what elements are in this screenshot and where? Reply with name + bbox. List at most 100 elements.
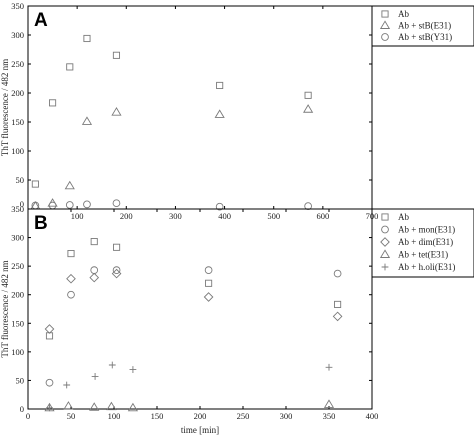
y-tick-label: 300	[11, 233, 24, 243]
data-point	[48, 201, 57, 210]
y-tick-label: 350	[11, 1, 24, 11]
plot-frame	[27, 208, 373, 410]
legend-label: Ab + tet(E31)	[398, 250, 448, 260]
legend-marker	[381, 10, 389, 18]
panel-label: A	[34, 10, 48, 31]
y-axis-label: ThT fluorescence / 482 nm	[0, 260, 10, 357]
x-tick-label: 500	[267, 211, 280, 221]
data-point	[66, 63, 74, 71]
y-tick-label: 150	[11, 318, 24, 328]
plot-frame	[27, 5, 373, 210]
legend-marker	[381, 225, 389, 234]
y-tick-label: 250	[11, 59, 24, 69]
x-tick-label: 300	[280, 411, 293, 421]
data-point	[108, 361, 116, 369]
data-point	[112, 51, 121, 59]
data-point	[45, 378, 54, 387]
y-tick-label: 200	[11, 88, 24, 98]
data-point	[333, 269, 342, 278]
data-point	[325, 363, 333, 371]
data-point	[66, 273, 76, 284]
x-tick-label: 250	[237, 411, 250, 421]
y-tick-label: 100	[11, 146, 24, 156]
y-tick-label: 150	[11, 117, 24, 127]
x-tick-label: 600	[316, 211, 329, 221]
data-point	[106, 401, 117, 411]
x-tick-label: 300	[169, 211, 182, 221]
data-point	[214, 109, 225, 118]
legend-label: Ab + dim(E31)	[398, 237, 453, 247]
data-point	[113, 243, 121, 251]
data-point	[334, 300, 342, 308]
legend-marker	[381, 263, 389, 271]
legend-label: Ab + h.oli(E31)	[398, 262, 455, 272]
data-point	[90, 266, 99, 274]
data-point	[332, 311, 343, 322]
data-point	[44, 324, 55, 334]
legend-marker	[379, 249, 391, 258]
y-axis-label: ThT fluorescence / 482 nm	[0, 59, 10, 156]
data-point	[323, 399, 335, 408]
panel-label: B	[34, 213, 48, 234]
data-point	[89, 402, 100, 411]
x-tick-label: 100	[71, 211, 84, 221]
data-point	[203, 292, 214, 302]
x-tick-label: 400	[366, 411, 379, 421]
legend-box	[371, 5, 474, 47]
data-point	[31, 180, 39, 188]
y-tick-label: 250	[11, 261, 24, 271]
data-point	[129, 366, 137, 373]
data-point	[111, 107, 122, 116]
data-point	[304, 91, 312, 99]
y-tick-label: 350	[11, 204, 24, 214]
x-axis-label: time [min]	[181, 425, 219, 435]
data-point	[216, 81, 224, 90]
y-tick-label: 200	[11, 290, 24, 300]
x-tick-label: 400	[218, 211, 231, 221]
data-point	[46, 404, 53, 412]
legend-marker	[379, 20, 391, 29]
data-point	[49, 99, 57, 107]
x-tick-label: 0	[26, 411, 30, 421]
y-tick-label: 50	[16, 375, 25, 385]
data-point	[81, 116, 93, 125]
data-point	[303, 104, 314, 113]
data-point	[205, 279, 213, 287]
data-point	[112, 266, 121, 274]
legend-box	[371, 208, 474, 278]
data-point	[304, 202, 312, 210]
y-tick-label: 100	[11, 347, 24, 357]
data-point	[63, 381, 71, 389]
legend-label: Ab + mon(E31)	[398, 225, 455, 235]
data-point	[89, 272, 100, 283]
x-tick-label: 150	[151, 411, 164, 421]
data-point	[63, 401, 74, 410]
data-point	[111, 268, 122, 279]
data-point	[64, 180, 75, 190]
data-point	[91, 373, 99, 380]
data-point	[90, 238, 98, 246]
y-tick-label: 50	[16, 175, 25, 185]
x-tick-label: 200	[120, 211, 133, 221]
legend-marker	[381, 33, 389, 41]
y-tick-label: 0	[20, 199, 24, 209]
legend-marker	[381, 213, 389, 221]
data-point	[127, 402, 139, 412]
legend-label: Ab	[398, 9, 409, 19]
panel-b: 0 50 100 150 200 250 300 350 0 50 100 150 200 250 300 3…	[0, 204, 474, 435]
legend-label: Ab + stB(Y31)	[398, 32, 452, 42]
legend-label: Ab	[398, 212, 409, 222]
y-tick-label: 0	[20, 404, 24, 414]
data-point	[112, 199, 121, 208]
x-tick-label: 350	[323, 411, 336, 421]
y-tick-label: 300	[11, 30, 24, 40]
data-point	[83, 200, 91, 209]
data-point	[67, 250, 75, 258]
data-point	[83, 34, 91, 43]
data-point	[65, 201, 74, 209]
x-tick-label: 100	[108, 411, 121, 421]
legend-marker	[380, 237, 390, 247]
legend-label: Ab + stB(E31)	[398, 21, 451, 31]
